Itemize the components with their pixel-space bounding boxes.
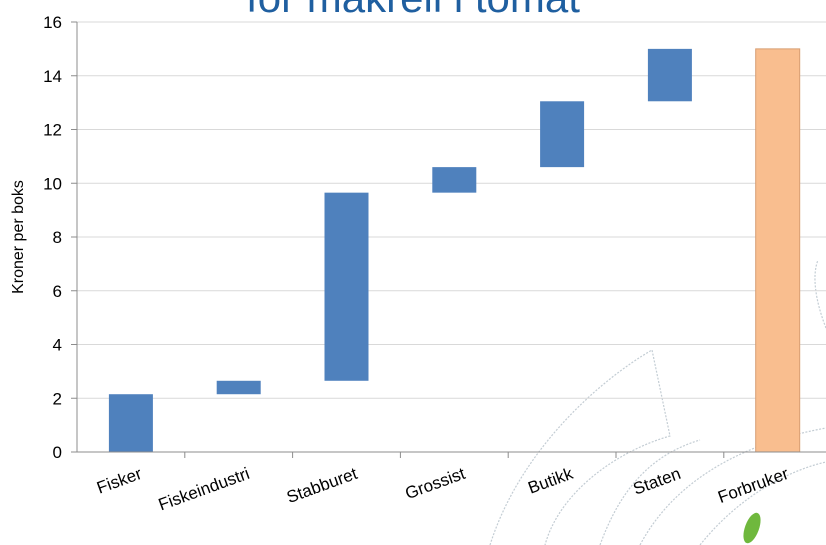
bars [108,48,801,453]
y-axis-ticks: 0 2 4 6 8 10 12 14 16 [43,13,77,462]
y-tick-label: 6 [53,282,62,301]
y-tick-label: 12 [43,121,62,140]
decoration-arc-2 [699,461,826,545]
y-tick-label: 14 [43,67,62,86]
y-tick-label: 16 [43,13,62,32]
x-category-label: Grossist [403,464,468,503]
decoration-arc-5 [814,259,826,329]
waterfall-bar [324,192,369,381]
x-category-label: Fisker [94,464,144,498]
y-tick-label: 8 [53,228,62,247]
leaf-icon [743,512,761,544]
x-category-label: Butikk [525,464,575,498]
x-category-label: Fiskeindustri [156,464,252,514]
y-tick-label: 10 [43,174,62,193]
waterfall-bar [540,101,585,168]
chart-title: for makrell i tomat [0,0,826,22]
background-decoration [489,259,826,545]
decoration-arc-4 [599,439,701,545]
y-tick-label: 0 [53,443,62,462]
waterfall-bar [108,394,153,452]
total-bar [755,48,801,453]
x-category-label: Forbruker [715,464,791,507]
y-tick-label: 4 [53,336,62,355]
gridlines [77,21,826,399]
waterfall-bar [647,48,692,102]
waterfall-bar [432,167,477,193]
y-tick-label: 2 [53,389,62,408]
x-category-label: Staten [631,464,684,499]
y-axis-title: Kroner per boks [10,180,27,294]
x-axis-labels: Fisker Fiskeindustri Stabburet Grossist Buti… [94,452,791,514]
x-category-label: Stabburet [284,464,360,507]
waterfall-bar [216,380,261,395]
decoration-arc-3 [489,349,671,545]
